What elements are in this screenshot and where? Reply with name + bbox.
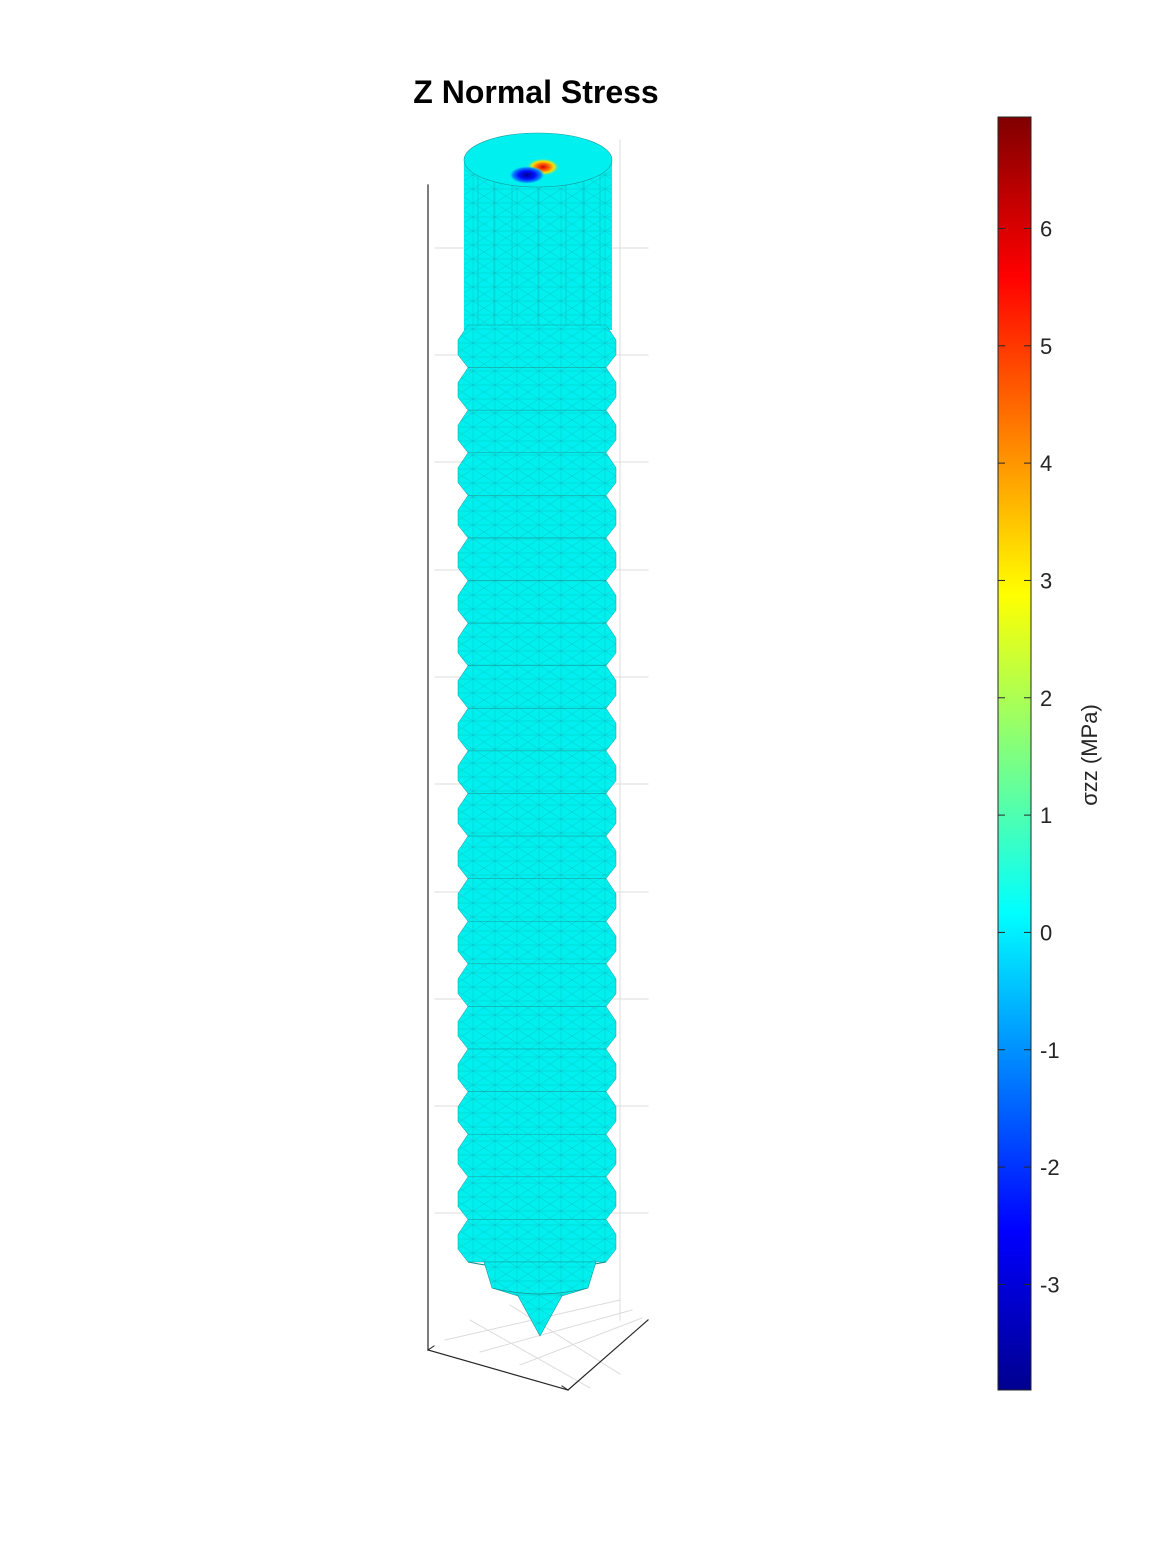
thread-mesh: [458, 495, 616, 538]
colorbar-tick-label: 1: [1040, 803, 1052, 828]
screw-threads: [457, 324, 617, 1270]
thread-mesh: [458, 1176, 616, 1220]
y-axis-line: [567, 1319, 649, 1391]
thread-mesh: [458, 1219, 616, 1262]
colorbar-label: σzz (MPa): [1077, 704, 1102, 806]
thread-mesh: [458, 580, 616, 624]
screw-tip: [483, 1261, 597, 1337]
colorbar-tick-label: -2: [1040, 1155, 1060, 1180]
colorbar-tick-label: 4: [1040, 451, 1052, 476]
thread-mesh: [458, 1091, 616, 1135]
colorbar-tick-label: 3: [1040, 568, 1052, 593]
thread-mesh: [458, 878, 616, 922]
colorbar-tick-label: -1: [1040, 1038, 1060, 1063]
x-axis-line: [427, 1349, 569, 1391]
colorbar-tick-label: 2: [1040, 686, 1052, 711]
thread-mesh: [458, 793, 616, 837]
colorbar-tick-label: 6: [1040, 216, 1052, 241]
thread-mesh: [458, 623, 616, 666]
thread-mesh: [458, 1049, 616, 1092]
colorbar-tick-label: -3: [1040, 1272, 1060, 1297]
thread-mesh: [458, 708, 616, 751]
thread-mesh: [458, 410, 616, 453]
thread-mesh: [458, 537, 616, 581]
thread-mesh: [458, 665, 616, 709]
thread-mesh: [458, 452, 616, 496]
chart-title: Z Normal Stress: [413, 74, 659, 110]
screw-surface: [463, 132, 613, 330]
colorbar-gradient: [997, 116, 1032, 1391]
thread-mesh: [458, 963, 616, 1007]
thread-mesh: [458, 836, 616, 879]
thread-mesh: [458, 325, 616, 368]
colorbar: -3 -2 -1 0 1 2 3 4 5 6 σzz (MPa): [997, 116, 1102, 1391]
thread-mesh: [458, 921, 616, 964]
thread-mesh: [458, 1006, 616, 1050]
colorbar-tick-label: 5: [1040, 334, 1052, 359]
stress-hotspot-negative: [509, 166, 545, 184]
thread-mesh: [458, 750, 616, 794]
thread-mesh: [458, 1134, 616, 1177]
colorbar-tick-label: 0: [1040, 920, 1052, 945]
thread-mesh: [458, 367, 616, 411]
colorbar-ticks: -3 -2 -1 0 1 2 3 4 5 6: [998, 216, 1060, 1297]
